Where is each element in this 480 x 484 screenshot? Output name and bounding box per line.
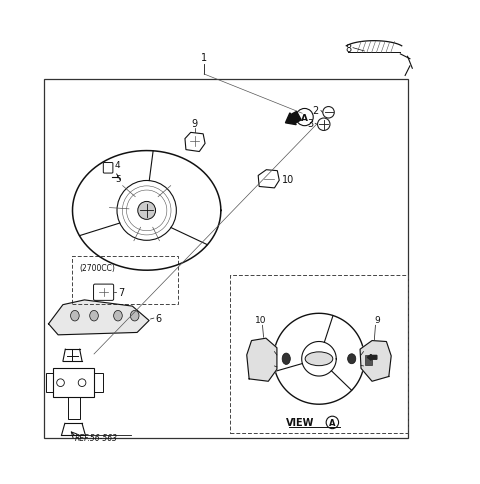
Text: 5: 5 [115,174,120,183]
Text: (2700CC): (2700CC) [80,263,116,272]
Polygon shape [247,338,277,381]
Text: A: A [301,113,308,122]
Ellipse shape [71,311,79,321]
Text: 3: 3 [307,119,313,129]
Ellipse shape [90,311,98,321]
Text: 2: 2 [313,106,319,116]
Polygon shape [360,341,391,381]
Ellipse shape [131,311,139,321]
Text: 10: 10 [255,316,267,325]
Text: 1: 1 [201,53,207,63]
Text: 9: 9 [192,119,198,128]
Polygon shape [48,300,149,335]
Text: VIEW: VIEW [286,418,314,427]
Text: 4: 4 [115,161,120,169]
Text: REF.56-563: REF.56-563 [75,433,118,442]
Bar [68,397,80,419]
Bar [365,355,372,365]
Text: A: A [329,418,336,427]
FancyArrow shape [367,355,377,361]
Ellipse shape [138,202,156,220]
FancyArrow shape [286,112,301,125]
Ellipse shape [282,353,290,364]
Text: 10: 10 [282,175,294,185]
Bar [72,257,178,304]
Text: 7: 7 [118,287,124,297]
Text: 9: 9 [374,316,380,325]
Bar [53,369,94,397]
Ellipse shape [114,311,122,321]
Bar [230,275,408,433]
Ellipse shape [305,352,333,366]
Text: 6: 6 [156,314,161,323]
Text: 8: 8 [345,44,351,54]
Ellipse shape [348,354,356,364]
Bar [44,79,408,438]
Bar [46,373,53,393]
Bar [94,373,103,393]
